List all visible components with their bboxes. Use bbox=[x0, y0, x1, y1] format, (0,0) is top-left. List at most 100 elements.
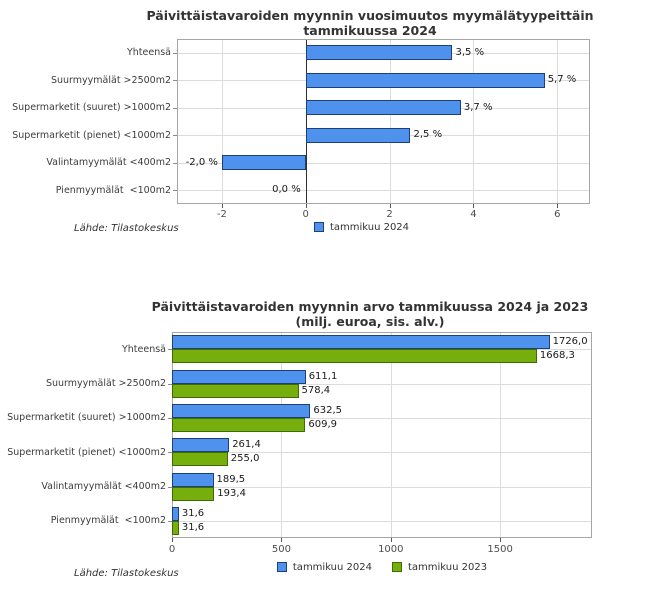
bar bbox=[172, 335, 550, 350]
category-label: Supermarketit (suuret) >1000m2 bbox=[12, 102, 171, 114]
category-tick bbox=[168, 383, 172, 385]
value-label: 578,4 bbox=[301, 384, 331, 396]
category-label: Suurmyymälät >2500m2 bbox=[45, 378, 166, 389]
gridline bbox=[178, 107, 589, 109]
value-label: 609,9 bbox=[308, 418, 338, 430]
category-tick bbox=[168, 417, 172, 419]
x-tick bbox=[473, 204, 475, 208]
x-tick bbox=[390, 538, 392, 542]
category-label: Supermarketit (suuret) >1000m2 bbox=[7, 412, 166, 424]
x-tick-label: 1000 bbox=[378, 544, 404, 555]
bar bbox=[172, 383, 299, 398]
value-label: 2,5 % bbox=[413, 129, 443, 141]
gridline bbox=[173, 452, 591, 454]
bar bbox=[172, 349, 537, 364]
gridline bbox=[473, 40, 475, 203]
legend-swatch-green bbox=[392, 562, 402, 572]
bar bbox=[172, 452, 228, 467]
legend: tammikuu 2024 bbox=[177, 221, 590, 233]
gridline bbox=[178, 52, 589, 54]
value-label: -2,0 % bbox=[185, 156, 218, 168]
gridline bbox=[173, 383, 591, 385]
category-tick bbox=[168, 349, 172, 351]
bar bbox=[172, 417, 306, 432]
gridline bbox=[173, 486, 591, 488]
x-tick-label: 500 bbox=[271, 544, 291, 555]
value-label: 255,0 bbox=[230, 453, 260, 465]
value-label: 1668,3 bbox=[539, 350, 575, 362]
gridline bbox=[281, 333, 283, 537]
value-label: 5,7 % bbox=[547, 74, 577, 86]
bar bbox=[172, 506, 179, 521]
x-tick-label: 6 bbox=[554, 209, 561, 220]
legend-label: tammikuu 2024 bbox=[292, 561, 372, 573]
gridline bbox=[178, 190, 589, 192]
gridline bbox=[305, 40, 307, 203]
x-tick-label: -2 bbox=[216, 209, 227, 220]
legend-label: tammikuu 2024 bbox=[329, 221, 410, 233]
bar bbox=[172, 403, 311, 418]
chart-title-line1: Päivittäistavaroiden myynnin arvo tammik… bbox=[151, 299, 589, 314]
legend-item: tammikuu 2023 bbox=[392, 562, 487, 573]
x-tick bbox=[557, 204, 559, 208]
category-label: Pienmyymälät <100m2 bbox=[50, 515, 166, 527]
value-label: 0,0 % bbox=[272, 184, 301, 196]
category-label: Valintamyymälät <400m2 bbox=[41, 481, 166, 492]
category-tick bbox=[173, 190, 177, 192]
category-tick bbox=[173, 135, 177, 137]
category-label: Yhteensä bbox=[121, 343, 166, 355]
legend-item: tammikuu 2024 bbox=[313, 221, 410, 233]
gridline bbox=[173, 349, 591, 351]
x-tick bbox=[281, 538, 283, 542]
x-tick-label: 1500 bbox=[487, 544, 513, 555]
gridline bbox=[178, 162, 589, 164]
category-label: Yhteensä bbox=[126, 47, 171, 59]
legend-label: tammikuu 2023 bbox=[408, 561, 488, 573]
category-label: Suurmyymälät >2500m2 bbox=[50, 74, 171, 86]
category-label: Valintamyymälät <400m2 bbox=[46, 157, 171, 169]
category-tick bbox=[168, 520, 172, 522]
gridline bbox=[557, 40, 559, 203]
value-label: 193,4 bbox=[217, 487, 246, 499]
x-tick bbox=[305, 204, 307, 208]
gridline bbox=[500, 333, 502, 537]
value-label: 1726,0 bbox=[552, 336, 588, 348]
value-label: 261,4 bbox=[232, 439, 261, 451]
gridline bbox=[221, 40, 223, 203]
category-tick bbox=[173, 107, 177, 109]
category-tick bbox=[173, 52, 177, 54]
source-note: Lähde: Tilastokeskus bbox=[74, 568, 179, 579]
chart-title-line2: (milj. euroa, sis. alv.) bbox=[295, 314, 445, 329]
bar bbox=[172, 520, 179, 535]
gridline bbox=[173, 417, 591, 419]
gridline bbox=[173, 520, 591, 522]
x-tick bbox=[172, 538, 173, 542]
category-tick bbox=[168, 486, 172, 488]
chart-title: Päivittäistavaroiden myynnin arvo tammik… bbox=[95, 299, 645, 329]
category-tick bbox=[168, 452, 172, 454]
category-label: Supermarketit (pienet) <1000m2 bbox=[12, 129, 171, 141]
x-tick bbox=[221, 204, 223, 208]
chart-title-line1: Päivittäistavaroiden myynnin vuosimuutos… bbox=[146, 8, 594, 23]
gridline bbox=[390, 333, 392, 537]
bar bbox=[305, 72, 545, 88]
category-tick bbox=[173, 80, 177, 82]
legend-swatch-blue bbox=[276, 562, 287, 572]
chart-title: Päivittäistavaroiden myynnin vuosimuutos… bbox=[95, 8, 645, 38]
zero-axis-line bbox=[305, 40, 307, 203]
bar bbox=[305, 45, 453, 61]
plot-area bbox=[177, 39, 590, 204]
x-tick bbox=[389, 204, 391, 208]
value-label: 632,5 bbox=[313, 404, 343, 416]
value-label: 31,6 bbox=[181, 507, 205, 519]
category-tick bbox=[173, 162, 177, 164]
value-label: 31,6 bbox=[181, 521, 205, 533]
bar bbox=[172, 472, 214, 487]
gridline bbox=[389, 40, 391, 203]
x-tick-label: 0 bbox=[302, 209, 309, 220]
bar bbox=[172, 486, 215, 501]
value-label: 3,5 % bbox=[455, 46, 485, 58]
category-label: Supermarketit (pienet) <1000m2 bbox=[7, 446, 166, 458]
